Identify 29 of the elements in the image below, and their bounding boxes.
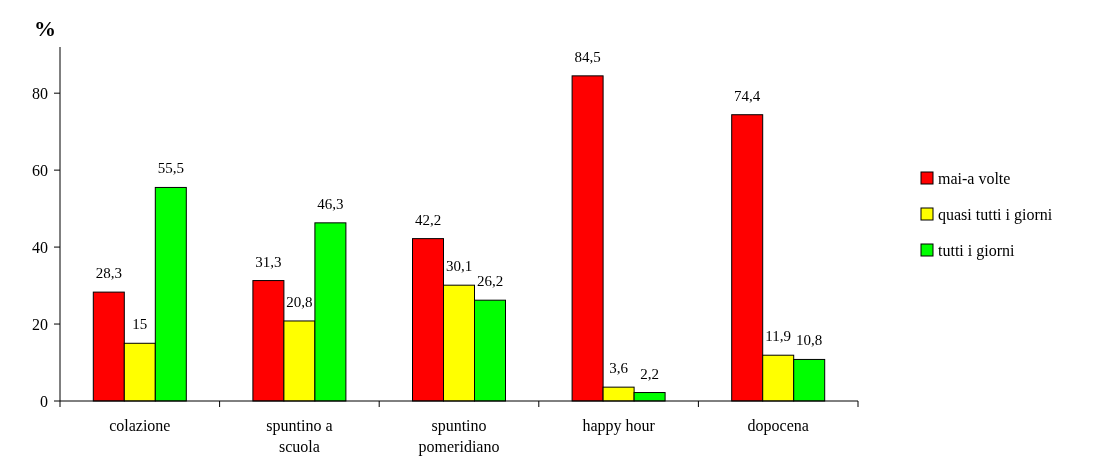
- legend-label: mai-a volte: [938, 169, 1011, 187]
- x-tick-label: colazione: [109, 417, 171, 434]
- data-label: 55,5: [157, 160, 184, 177]
- y-tick-label: 60: [32, 161, 48, 179]
- data-label: 20,8: [286, 293, 313, 310]
- data-label: 15: [132, 316, 148, 333]
- data-label: 31,3: [255, 253, 282, 270]
- y-tick-label: 20: [32, 315, 48, 333]
- data-label: 26,2: [476, 273, 504, 290]
- x-tick-label: spuntino a scuola: [266, 417, 333, 455]
- y-tick-label: 40: [32, 238, 48, 256]
- data-label: 10,8: [796, 332, 823, 349]
- data-label: 28,3: [95, 265, 122, 282]
- data-label: 30,1: [445, 258, 473, 275]
- data-label: 74,4: [734, 87, 761, 104]
- x-tick-label: spuntino pomeridiano: [418, 417, 500, 456]
- y-tick-label: 0: [40, 392, 48, 410]
- data-label: 46,3: [317, 195, 344, 212]
- data-label: 2,2: [640, 365, 659, 382]
- data-label: 3,6: [609, 360, 629, 377]
- data-label: 42,2: [414, 211, 442, 228]
- legend-label: tutti i giorni: [938, 241, 1015, 260]
- legend-label: quasi tutti i giorni: [938, 205, 1053, 224]
- x-tick-label: dopocena: [747, 417, 809, 435]
- data-label: 84,5: [574, 48, 601, 65]
- y-tick-label: 80: [32, 84, 48, 102]
- y-axis-title: %: [34, 16, 56, 41]
- data-label: 11,9: [765, 328, 792, 345]
- x-tick-label: happy hour: [582, 417, 656, 435]
